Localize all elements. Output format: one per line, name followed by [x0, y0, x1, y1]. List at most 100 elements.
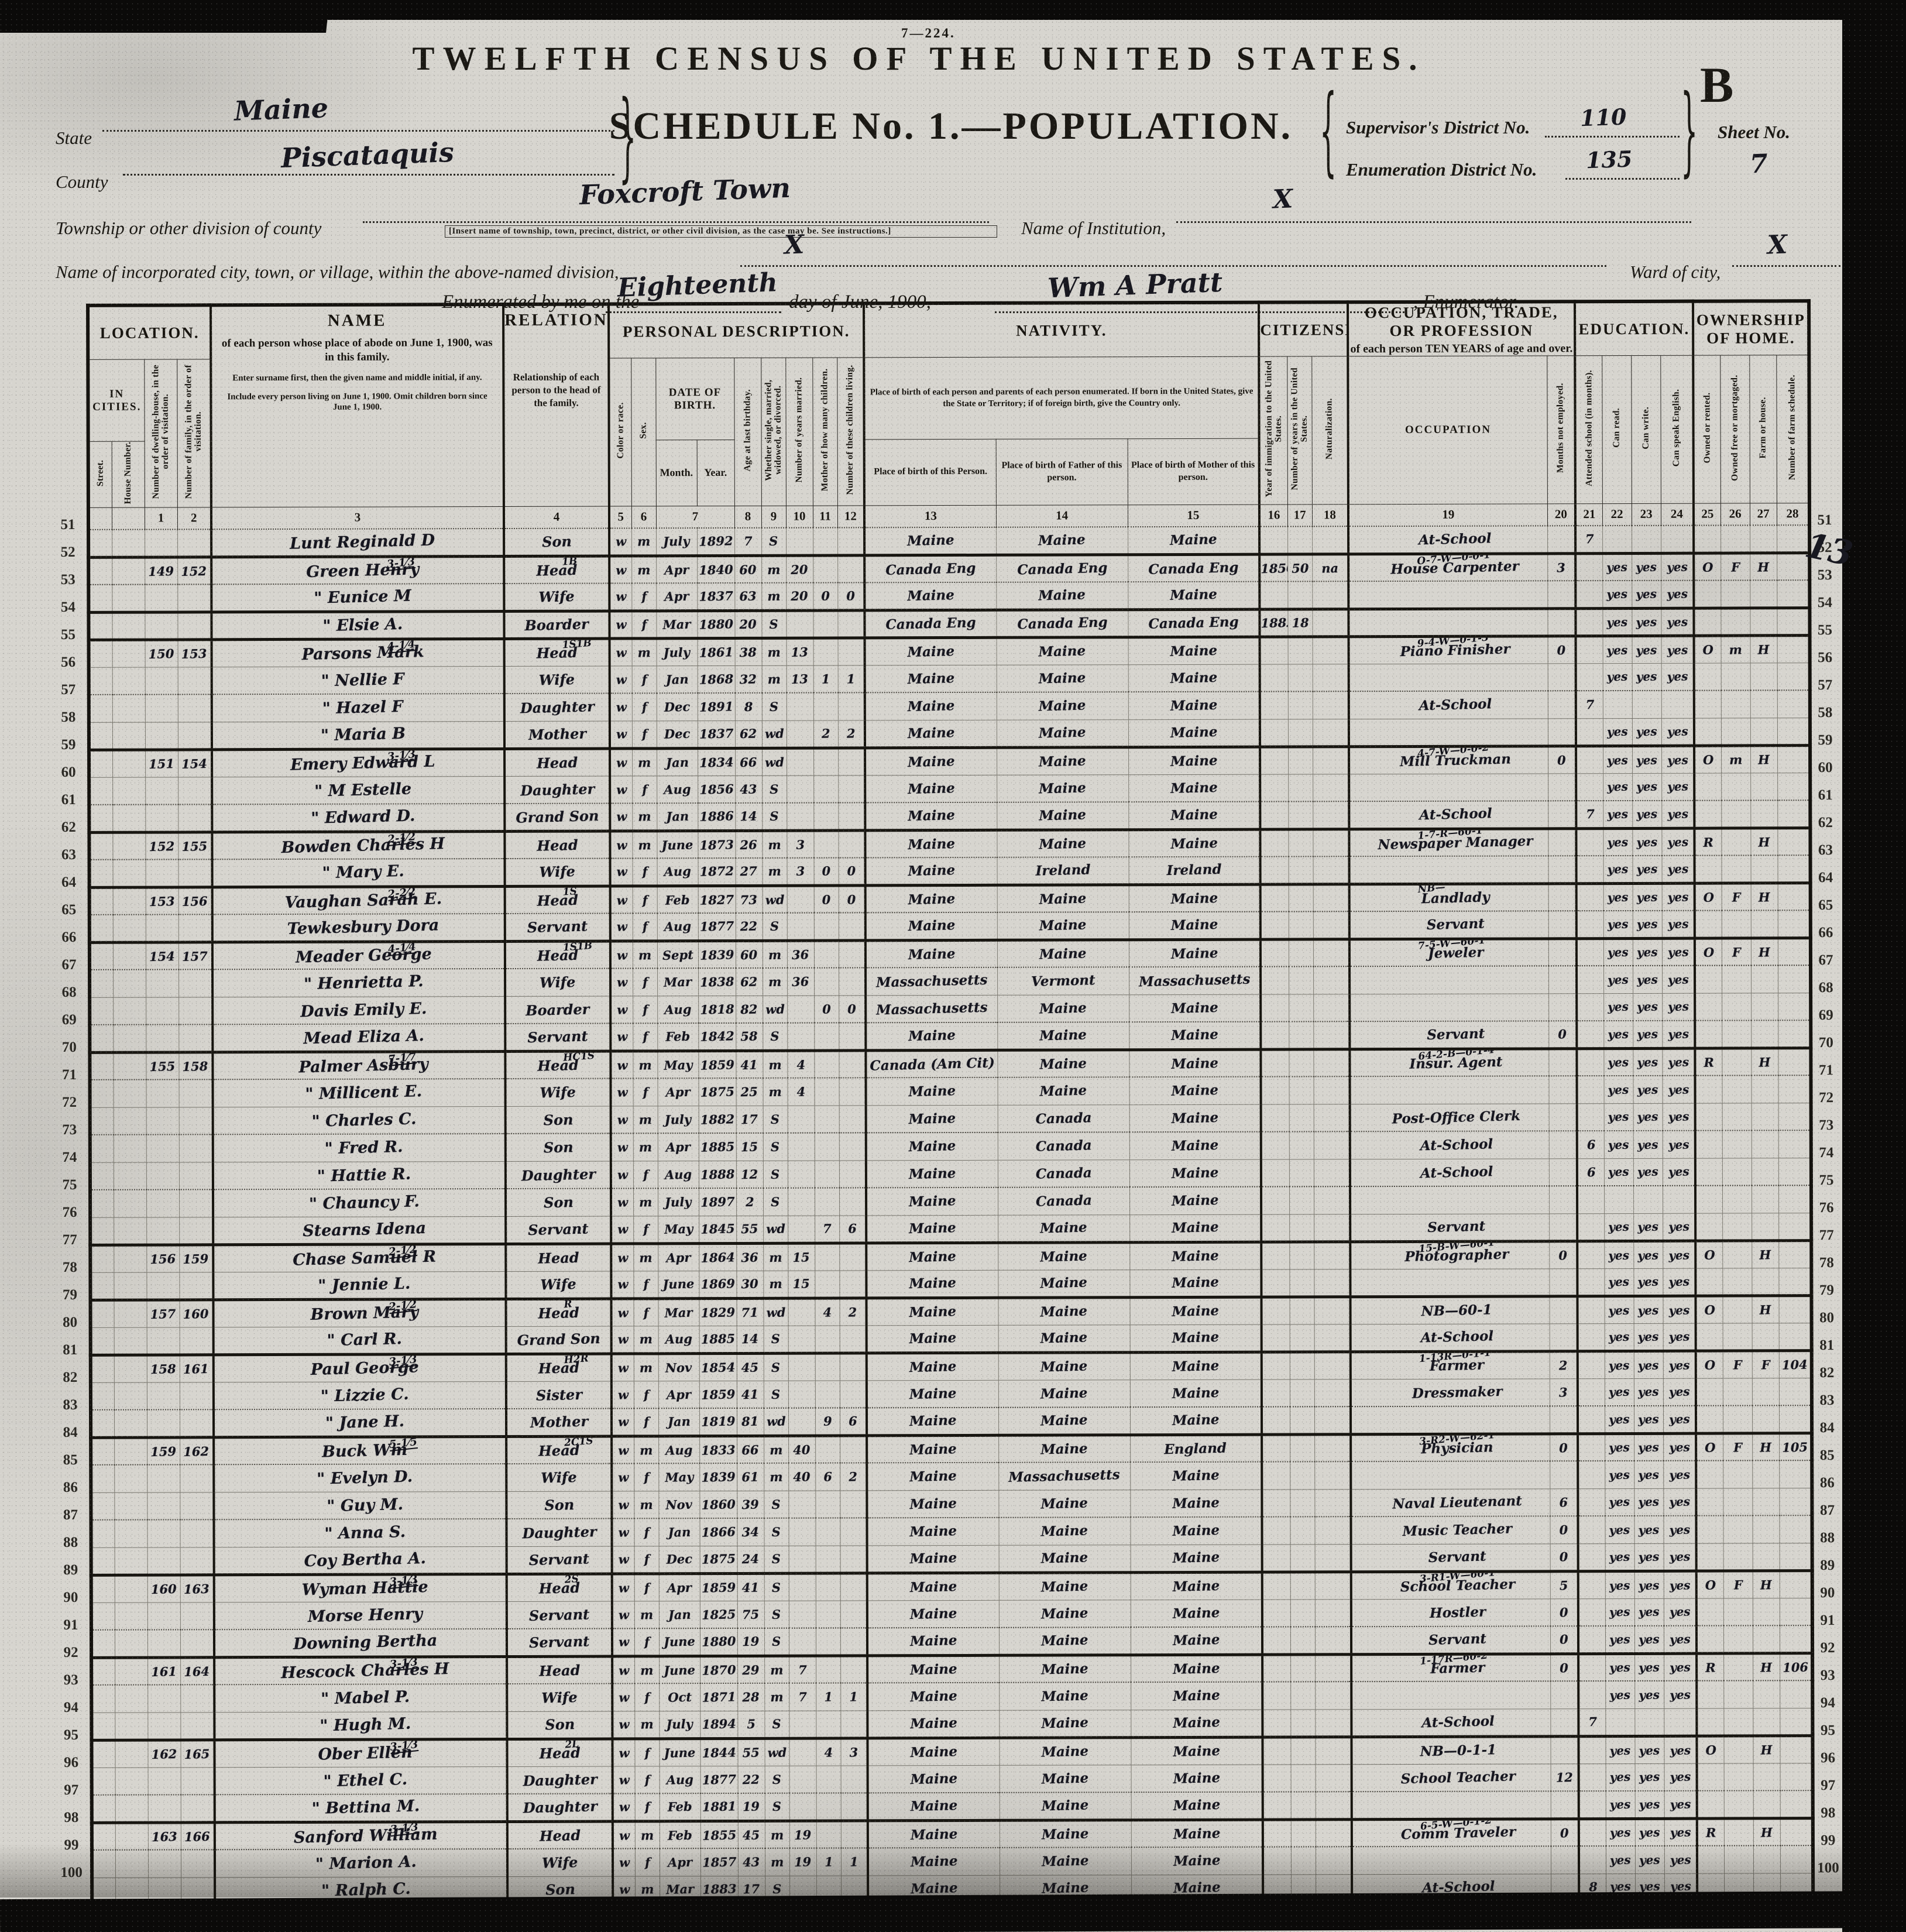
cell-sch: [1576, 911, 1604, 939]
cell-ncl: [838, 830, 866, 858]
scan-edge-top-left: [0, 0, 329, 33]
cell-year: 1834: [698, 748, 736, 776]
row-number: 52: [60, 544, 75, 560]
cell-sex: f: [633, 1023, 658, 1051]
cell-month: Apr: [658, 1573, 700, 1601]
cell-imm: [1261, 1214, 1290, 1242]
table-row: Downing Bertha Servant w f June 1880 19 S Maine M…: [91, 1625, 1813, 1658]
cell-ym: 4: [787, 1077, 815, 1106]
cell-yus: [1290, 1516, 1315, 1545]
cell-bpp: Maine: [867, 1682, 1000, 1711]
cell-mar: S: [762, 802, 787, 831]
cell-write: yes: [1632, 636, 1661, 664]
cell-imm: [1262, 1544, 1290, 1572]
cell-nat: [1314, 1241, 1351, 1269]
cell-write: yes: [1633, 1268, 1663, 1296]
cell-imm: [1260, 801, 1289, 829]
cell-month: Feb: [659, 1793, 700, 1821]
cell-bpf: Canada: [998, 1187, 1130, 1215]
row-number: 76: [1819, 1200, 1834, 1216]
table-row: 158 161 Paul George 3-1⁄3 Head H2R w m Nov 1854 45…: [90, 1350, 1812, 1383]
section-relation: RELATION. Relationship of each person to…: [503, 304, 609, 507]
cell-fh: [1753, 1625, 1780, 1653]
cell-relation: Daughter: [504, 693, 610, 722]
cell-read: yes: [1603, 773, 1633, 801]
cell-month: May: [658, 1463, 700, 1491]
cell-dw: 157: [146, 1299, 180, 1327]
cell-name: Emery Edward L 3-1⁄3: [212, 749, 505, 777]
cell-mne: [1547, 526, 1576, 554]
cell-fsn: [1777, 773, 1811, 801]
cell-nat: [1313, 774, 1349, 802]
cell-age: 36: [736, 1243, 764, 1271]
row-number: 90: [1820, 1585, 1835, 1601]
cell-imm: [1260, 856, 1289, 884]
row-number: 66: [1818, 925, 1833, 941]
cell-ym: [788, 1628, 816, 1656]
cell-ym: 20: [786, 582, 813, 610]
census-table: LOCATION. NAME of each person whose plac…: [86, 299, 1815, 1907]
row-number: 87: [63, 1507, 78, 1523]
cell-fam: [179, 1382, 214, 1410]
cell-eng: [1661, 525, 1694, 554]
cell-nat: [1313, 966, 1350, 994]
cell-sch: [1577, 1323, 1605, 1351]
cell-age: 34: [737, 1518, 764, 1546]
cell-year: 1837: [697, 720, 736, 749]
cell-fsn: [1777, 828, 1811, 856]
cell-year: 1842: [698, 1023, 736, 1051]
cell-write: [1633, 1185, 1663, 1214]
cell-frm: [1723, 1543, 1753, 1571]
cell-relation: Servant: [506, 1601, 612, 1629]
cell-nat: [1313, 801, 1349, 829]
cell-read: yes: [1605, 1543, 1634, 1571]
cell-mne: 0: [1550, 1516, 1578, 1544]
cell-house: [115, 1657, 148, 1685]
cell-write: yes: [1634, 1488, 1664, 1516]
cell-age: 22: [735, 913, 763, 941]
cell-own: [1695, 1075, 1722, 1103]
cell-ym: [788, 1380, 816, 1408]
cell-ym: [787, 1133, 815, 1161]
cell-name: " Lizzie C.: [213, 1381, 507, 1410]
cell-street: [88, 667, 112, 695]
cell-occ: Insur. Agent 64-2-B—0-1-4: [1349, 1048, 1549, 1077]
cell-bpm: Maine: [1131, 1654, 1263, 1683]
cell-own: O: [1695, 1295, 1723, 1323]
cell-own: O: [1695, 938, 1722, 966]
cell-bpp: Maine: [866, 1379, 999, 1408]
cell-read: yes: [1602, 553, 1632, 581]
cell-house: [114, 1354, 147, 1382]
cell-nat: [1314, 1516, 1351, 1545]
cell-month: Nov: [658, 1491, 700, 1519]
cell-frm: [1722, 1103, 1752, 1131]
cell-write: yes: [1634, 1680, 1664, 1709]
cell-own: [1696, 1598, 1724, 1626]
cell-bpm: Maine: [1128, 526, 1260, 555]
cell-fh: H: [1750, 635, 1777, 663]
township-instruction: [Insert name of township, town, precinct…: [445, 225, 997, 238]
cell-year: 1859: [698, 1051, 736, 1079]
cell-fh: H: [1751, 938, 1778, 966]
cell-sch: [1576, 828, 1603, 856]
sheet-label: Sheet No.: [1718, 122, 1790, 142]
cell-fsn: [1777, 718, 1811, 746]
cell-eng: yes: [1663, 1460, 1696, 1488]
cell-house: [114, 1299, 147, 1327]
cell-ncl: [839, 1325, 867, 1353]
cell-yus: [1289, 1049, 1314, 1077]
cell-month: July: [658, 1188, 699, 1216]
cell-occ: NB—0-1-1: [1351, 1736, 1551, 1765]
cell-dw: [146, 1107, 179, 1135]
cell-frm: [1722, 1048, 1752, 1076]
row-number: 62: [61, 819, 76, 835]
row-number: 56: [61, 654, 76, 670]
cell-sch: [1577, 1021, 1604, 1049]
cell-eng: yes: [1663, 1570, 1697, 1598]
cell-bpm: Maine: [1131, 1737, 1263, 1765]
cell-yus: [1288, 829, 1313, 857]
cell-year: 1866: [699, 1518, 737, 1546]
cell-name: " Jennie L.: [213, 1271, 506, 1300]
cell-frm: [1721, 855, 1751, 883]
cell-eng: yes: [1664, 1653, 1697, 1681]
